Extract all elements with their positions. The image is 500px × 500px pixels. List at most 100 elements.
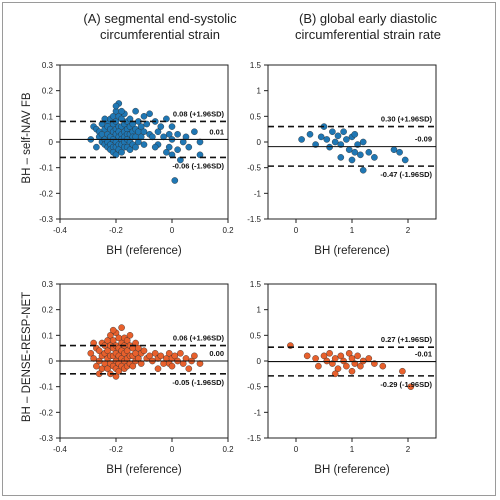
x-axis-label: BH (reference) — [106, 245, 182, 257]
y-tick-label: -0.1 — [39, 164, 53, 173]
y-tick-label: -0.2 — [39, 408, 53, 417]
upper-limit-label: 0.30 (+1.96SD) — [381, 115, 433, 124]
x-tick-label: 0 — [294, 226, 299, 235]
data-point — [154, 365, 162, 373]
x-tick-label: -0.4 — [53, 445, 67, 454]
data-point — [354, 352, 361, 360]
lower-limit-label: -0.47 (-1.96SD) — [380, 170, 432, 179]
data-point — [315, 362, 322, 370]
data-point — [104, 347, 111, 355]
data-point — [371, 154, 378, 161]
data-point — [168, 362, 176, 370]
y-tick-label: -0.3 — [39, 215, 53, 224]
data-point — [140, 347, 148, 355]
data-point — [140, 113, 148, 120]
row-label-top: BH – self-NAV FB — [21, 92, 33, 183]
y-tick-label: -0.5 — [247, 164, 261, 173]
data-point — [396, 148, 403, 156]
y-tick-label: 0 — [257, 357, 262, 366]
data-point — [118, 148, 125, 156]
data-point — [348, 367, 356, 375]
chart-a-bottom: -0.3 -0.2 -0.1 0 0.1 0.2 0.3 -0.4 -0.2 0 0.2 BH (re… — [39, 280, 234, 476]
data-point — [137, 123, 145, 130]
data-point — [185, 365, 193, 373]
data-point — [407, 383, 415, 390]
plots-group: -0.3 -0.2 -0.1 0 0.1 0.2 0.3 -0.4 -0.2 0 0.2 BH (re… — [39, 61, 437, 476]
y-tick-label: 1 — [257, 306, 262, 315]
y-tick-label: -0.5 — [247, 383, 261, 392]
data-point — [112, 102, 120, 110]
y-tick-label: 0.3 — [42, 61, 54, 70]
y-tick-label: -0.3 — [39, 434, 53, 443]
data-point — [107, 332, 114, 339]
data-point — [171, 352, 179, 360]
chart-a-top: -0.3 -0.2 -0.1 0 0.1 0.2 0.3 -0.4 -0.2 0 0.2 BH (re… — [39, 61, 234, 257]
data-point — [93, 143, 100, 151]
data-point — [343, 136, 350, 143]
y-tick-label: 1 — [257, 87, 262, 96]
mean-label: 0.01 — [209, 127, 224, 136]
data-point — [168, 123, 176, 130]
data-point — [93, 362, 100, 370]
y-tick-label: 1.5 — [250, 61, 262, 70]
lower-limit-label: -0.29 (-1.96SD) — [380, 380, 432, 389]
data-point — [306, 130, 314, 138]
data-point — [151, 143, 159, 151]
data-point — [359, 138, 367, 146]
data-point — [177, 349, 184, 357]
data-point — [154, 128, 162, 136]
x-tick-label: -0.2 — [109, 226, 123, 235]
data-point — [340, 128, 347, 136]
data-point — [298, 136, 305, 143]
upper-limit-label: 0.06 (+1.96SD) — [173, 334, 225, 343]
data-point — [191, 128, 198, 136]
x-tick-label: 0.2 — [222, 226, 234, 235]
data-point — [399, 367, 406, 375]
data-point — [185, 143, 193, 151]
data-point — [157, 123, 165, 130]
data-point — [323, 136, 331, 143]
figure-frame — [2, 2, 496, 496]
y-tick-label: 0.5 — [250, 331, 262, 340]
data-point — [191, 352, 198, 360]
x-tick-label: -0.4 — [53, 226, 67, 235]
data-point — [326, 349, 333, 357]
data-point — [357, 362, 364, 370]
data-point — [132, 143, 139, 151]
y-tick-label: 0 — [49, 357, 54, 366]
data-point — [123, 347, 131, 355]
data-point — [174, 146, 181, 153]
data-point — [165, 143, 173, 151]
data-point — [132, 107, 139, 115]
data-point — [109, 337, 117, 344]
data-point — [348, 156, 356, 164]
data-point — [390, 146, 398, 153]
lower-limit-label: -0.05 (-1.96SD) — [172, 378, 224, 387]
y-tick-label: -1 — [254, 189, 262, 198]
data-point — [357, 151, 364, 159]
data-point — [135, 344, 142, 352]
y-tick-label: -1.5 — [247, 215, 261, 224]
upper-limit-label: 0.08 (+1.96SD) — [173, 109, 225, 118]
x-tick-label: 0 — [294, 445, 299, 454]
y-tick-label: -1 — [254, 408, 262, 417]
data-point — [140, 128, 148, 136]
data-point — [334, 132, 342, 140]
y-tick-label: -0.1 — [39, 383, 53, 392]
x-tick-label: 1 — [350, 445, 355, 454]
data-point — [329, 128, 336, 136]
data-point — [140, 141, 148, 148]
row-label-bottom: BH – DENSE-RESP-NET — [21, 292, 33, 422]
data-point — [334, 365, 342, 373]
y-tick-label: 0.1 — [42, 331, 54, 340]
y-tick-label: 0.2 — [42, 87, 54, 96]
data-point — [115, 367, 123, 375]
x-tick-label: 1 — [350, 226, 355, 235]
data-point — [157, 352, 165, 360]
upper-limit-label: 0.27 (+1.96SD) — [381, 335, 433, 344]
data-point — [143, 120, 151, 128]
data-point — [95, 347, 103, 355]
mean-label: 0.00 — [209, 349, 224, 358]
data-point — [87, 349, 95, 357]
data-point — [126, 332, 134, 339]
